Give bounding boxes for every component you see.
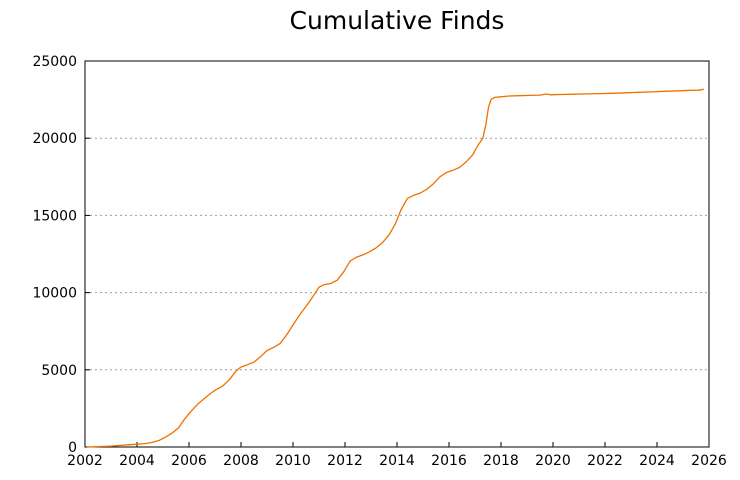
- data-line-cumulative-finds: [87, 88, 704, 448]
- x-tick-label: 2012: [327, 453, 363, 469]
- x-tick-label: 2006: [171, 453, 207, 469]
- y-tick-label: 10000: [32, 286, 77, 302]
- y-tick-label: 25000: [32, 54, 77, 70]
- plot-border: [84, 60, 710, 448]
- x-tick-label: 2010: [275, 453, 311, 469]
- x-tick-label: 2020: [535, 453, 571, 469]
- y-tick-label: 0: [68, 440, 77, 456]
- y-tick-label: 5000: [41, 363, 77, 379]
- y-tick-label: 15000: [32, 208, 77, 224]
- chart-title: Cumulative Finds: [289, 6, 505, 35]
- x-tick-label: 2018: [483, 453, 519, 469]
- x-tick-label: 2026: [691, 453, 727, 469]
- y-tick-label: 20000: [32, 131, 77, 147]
- x-tick-label: 2008: [223, 453, 259, 469]
- x-tick-label: 2004: [119, 453, 155, 469]
- x-tick-label: 2016: [431, 453, 467, 469]
- x-tick-label: 2024: [639, 453, 675, 469]
- x-tick-label: 2022: [587, 453, 623, 469]
- x-tick-label: 2014: [379, 453, 415, 469]
- x-tick-label: 2002: [67, 453, 103, 469]
